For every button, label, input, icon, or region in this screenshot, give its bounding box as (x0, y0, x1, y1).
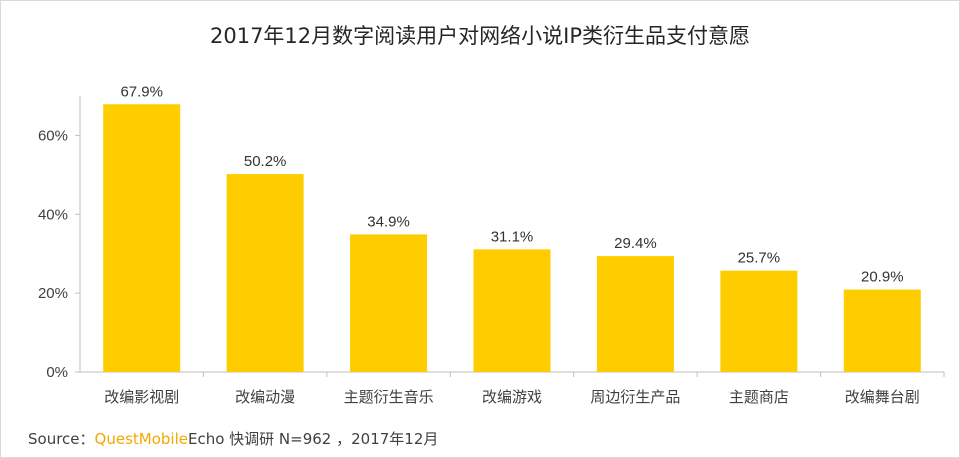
bar (350, 234, 428, 372)
data-label: 31.1% (491, 228, 534, 245)
y-tick-label: 60% (38, 127, 68, 144)
data-label: 50.2% (244, 153, 287, 170)
category-label: 主题衍生音乐 (344, 388, 434, 406)
chart-title: 2017年12月数字阅读用户对网络小说IP类衍生品支付意愿 (209, 24, 751, 48)
source-line: Source：QuestMobileEcho 快调研 N=962 ，2017年1… (28, 428, 438, 449)
category-label: 改编影视剧 (104, 388, 179, 406)
data-label: 34.9% (367, 213, 410, 230)
y-tick-label: 0% (46, 364, 68, 381)
source-prefix: Source： (28, 430, 95, 448)
y-tick-label: 40% (38, 206, 68, 223)
source-suffix: Echo 快调研 N=962 ，2017年12月 (187, 430, 439, 448)
source-brand: QuestMobile (94, 430, 188, 448)
category-label: 主题商店 (729, 388, 789, 406)
data-label: 67.9% (120, 83, 163, 100)
data-label: 20.9% (861, 269, 904, 286)
bar (720, 270, 798, 372)
category-label: 改编舞台剧 (845, 388, 920, 406)
bar (843, 289, 921, 372)
category-label: 改编游戏 (482, 388, 542, 406)
category-label: 周边衍生产品 (590, 388, 680, 406)
bar (473, 249, 551, 372)
data-label: 29.4% (614, 235, 657, 252)
y-tick-label: 20% (38, 285, 68, 302)
category-label: 改编动漫 (235, 388, 295, 406)
bar (103, 104, 181, 372)
bar (226, 174, 304, 372)
data-label: 25.7% (738, 250, 781, 267)
bar (596, 256, 674, 372)
